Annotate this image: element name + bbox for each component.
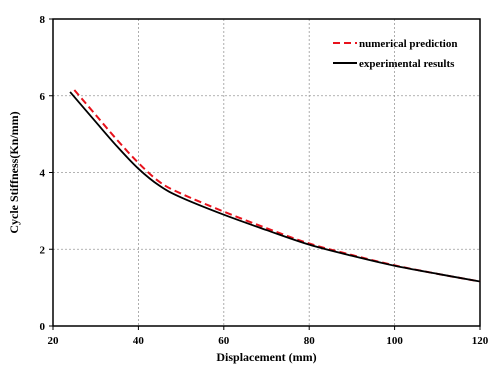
y-tick-label: 4: [40, 168, 46, 180]
x-tick-label: 100: [386, 335, 403, 347]
x-tick-label: 120: [472, 335, 489, 347]
y-tick-label: 2: [40, 244, 46, 256]
legend-label-numerical-prediction: numerical prediction: [359, 38, 457, 50]
y-axis-title: Cycle Stiffness(Kn/mm): [7, 111, 21, 233]
x-tick-label: 40: [133, 335, 145, 347]
legend-label-experimental-results: experimental results: [359, 58, 455, 70]
x-axis-title: Displacement (mm): [216, 350, 316, 364]
y-tick-label: 8: [40, 14, 46, 26]
series-layer: [69, 89, 481, 283]
series-line-experimental-results: [69, 91, 481, 283]
x-tick-label: 60: [218, 335, 230, 347]
y-tick-label: 6: [40, 91, 46, 103]
legend: numerical prediction experimental result…: [333, 38, 457, 70]
series-line-numerical-prediction: [73, 89, 481, 283]
y-tick-label: 0: [40, 321, 46, 333]
grid-lines: [53, 19, 480, 326]
x-tick-label: 20: [48, 335, 60, 347]
x-tick-label: 80: [304, 335, 316, 347]
axis-ticks: 20 40 60 80 100 120 0 2 4 6 8: [40, 14, 489, 347]
